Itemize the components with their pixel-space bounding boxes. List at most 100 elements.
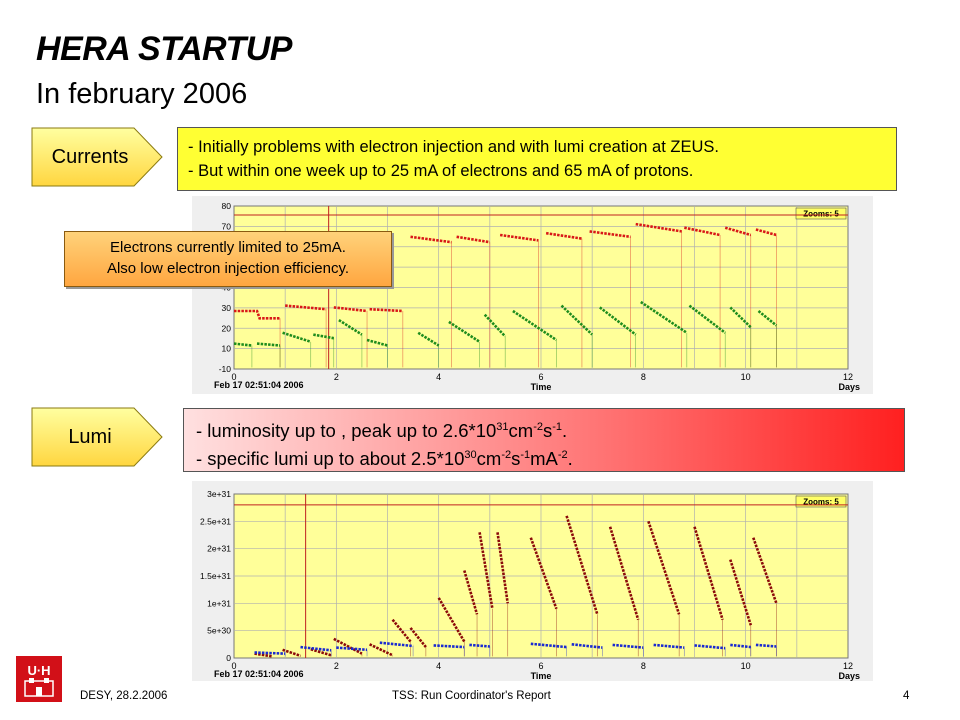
series-segment	[755, 643, 777, 648]
series-segment	[688, 304, 726, 334]
series-segment	[565, 515, 599, 615]
series-segment	[684, 226, 721, 237]
series-segment	[469, 643, 490, 648]
series-segment	[545, 231, 583, 240]
series-segment	[433, 644, 465, 649]
series-segment	[369, 307, 403, 313]
lumi-line-1: - luminosity up to , peak up to 2.6*1031…	[196, 420, 568, 442]
series-segment	[300, 645, 332, 652]
lumi-text-box: - luminosity up to , peak up to 2.6*1031…	[183, 408, 905, 472]
currents-label: Currents	[51, 145, 129, 168]
series-segment	[496, 532, 509, 604]
series-segment	[608, 526, 640, 621]
series-segment	[512, 309, 558, 342]
start-time-label: Feb 17 02:51:04 2006	[214, 669, 304, 679]
series-segment	[752, 537, 778, 604]
series-segment	[437, 597, 466, 643]
series-segment	[529, 537, 558, 610]
x-tick-label: 0	[231, 372, 236, 382]
series-segment	[483, 313, 507, 338]
y-tick-label: -10	[219, 364, 232, 374]
series-segment	[640, 300, 688, 334]
x-axis-label: Time	[531, 382, 552, 392]
currents-tag: Currents	[31, 127, 163, 187]
electron-limit-note: Electrons currently limited to 25mA. Als…	[64, 231, 392, 287]
currents-chart: -101020304050607080024681012TimeDaysFeb …	[192, 196, 873, 394]
x-tick-label: 4	[436, 661, 441, 671]
y-tick-label: 0	[226, 653, 231, 663]
y-tick-label: 1.5e+31	[200, 571, 231, 581]
x-tick-label: 6	[538, 661, 543, 671]
page-number: 4	[903, 690, 910, 702]
y-tick-label: 30	[222, 303, 232, 313]
series-segment	[456, 235, 491, 244]
series-segment	[379, 641, 414, 648]
series-segment	[757, 309, 778, 327]
series-segment	[448, 320, 481, 343]
y-tick-label: 70	[222, 221, 232, 231]
x-tick-label: 6	[538, 372, 543, 382]
slide-title: HERA STARTUP	[36, 30, 292, 68]
footer-date: DESY, 28.2.2006	[80, 690, 168, 702]
x-tick-label: 12	[843, 661, 853, 671]
zoom-label: Zooms: 5	[803, 210, 839, 219]
series-segment	[599, 306, 637, 336]
series-segment	[391, 618, 412, 643]
series-segment	[369, 643, 394, 657]
zoom-label: Zooms: 5	[803, 498, 839, 507]
x-tick-label: 10	[741, 661, 751, 671]
x-tick-label: 10	[741, 372, 751, 382]
y-tick-label: 5e+30	[207, 626, 231, 636]
y-tick-label: 10	[222, 344, 232, 354]
series-segment	[285, 304, 327, 311]
series-segment	[254, 651, 286, 655]
x-axis-label: Time	[531, 671, 552, 681]
luminosity-chart: 0 5e+30 1e+31 1.5e+31 2e+31 2.5e+31 3e+31 0 2 4 6 8…	[192, 481, 873, 681]
y-tick-label: 40	[222, 283, 232, 293]
x-axis-unit: Days	[838, 382, 860, 392]
series-segment	[254, 652, 273, 658]
currents-line-1: - Initially problems with electron injec…	[188, 138, 719, 156]
university-logo: U·H	[16, 656, 62, 702]
note-line-2: Also low electron injection efficiency.	[106, 260, 350, 277]
start-time-label: Feb 17 02:51:04 2006	[214, 380, 304, 390]
series-segment	[409, 627, 427, 648]
y-tick-label: 1e+31	[207, 598, 231, 608]
series-segment	[478, 532, 494, 610]
y-tick-label: 80	[222, 201, 232, 211]
series-segment	[282, 331, 312, 344]
x-tick-label: 4	[436, 372, 441, 382]
x-tick-label: 8	[641, 372, 646, 382]
series-segment	[653, 643, 685, 649]
zoom-box	[795, 207, 847, 220]
series-segment	[571, 643, 603, 649]
currents-line-2: - But within one week up to 25 mA of ele…	[188, 162, 694, 180]
currents-text-box: - Initially problems with electron injec…	[177, 127, 897, 191]
slide-subtitle: In february 2006	[36, 78, 248, 110]
svg-text:U·H: U·H	[27, 663, 50, 678]
lumi-tag: Lumi	[31, 407, 163, 467]
x-tick-label: 12	[843, 372, 853, 382]
series-segment	[729, 559, 753, 626]
x-axis-unit: Days	[838, 671, 860, 681]
series-segment	[693, 526, 724, 621]
x-tick-label: 8	[641, 661, 646, 671]
x-tick-label: 0	[231, 661, 236, 671]
series-segment	[256, 342, 281, 347]
zoom-box	[795, 495, 847, 508]
series-segment	[499, 233, 539, 242]
series-segment	[635, 222, 682, 233]
lumi-label: Lumi	[68, 425, 112, 448]
series-segment	[410, 235, 452, 244]
series-segment	[729, 306, 752, 329]
series-segment	[560, 304, 594, 336]
series-segment	[233, 342, 253, 347]
series-segment	[338, 319, 363, 336]
series-segment	[589, 230, 631, 239]
y-tick-label: 2.5e+31	[200, 516, 231, 526]
series-segment	[730, 643, 751, 649]
y-tick-label: 3e+31	[207, 489, 231, 499]
lumi-line-2: - specific lumi up to about 2.5*1030cm-2…	[196, 448, 573, 470]
series-segment	[333, 637, 363, 655]
series-segment	[530, 642, 567, 649]
